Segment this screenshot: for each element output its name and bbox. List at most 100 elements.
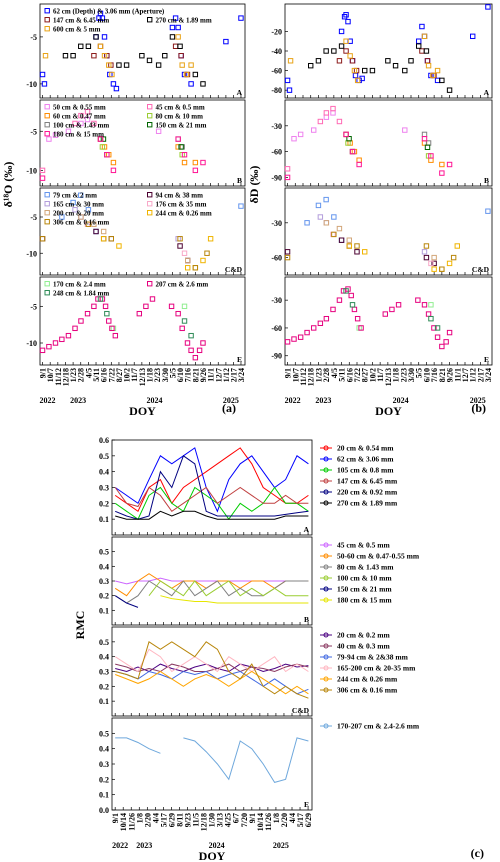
point [97, 43, 104, 49]
legend-swatch [323, 542, 329, 548]
panel-label: E [237, 355, 242, 364]
legend-swatch [323, 723, 329, 729]
point [110, 159, 117, 166]
x-tick-label: 2/20 [143, 813, 152, 827]
point [78, 112, 84, 119]
series-line [114, 447, 309, 513]
legend-label: 40 cm & 0.3 mm [337, 642, 390, 651]
point [434, 325, 441, 331]
point [175, 136, 181, 142]
legend-label: 244 cm & 0.26 mm [156, 210, 212, 218]
point [169, 24, 176, 31]
x-tick-label: 1/18 [146, 368, 155, 382]
legend-swatch [323, 687, 329, 693]
point [343, 131, 349, 138]
series-line [115, 577, 309, 585]
legend-swatch [44, 122, 50, 128]
y-tick-label: -20 [271, 27, 282, 36]
point [175, 34, 181, 40]
y-tick-label: -5 [30, 33, 37, 42]
point [346, 237, 352, 243]
point [338, 43, 345, 49]
x-tick-label: 6/7 [232, 813, 241, 823]
point [175, 136, 181, 142]
x-tick-label: 7/22 [107, 368, 116, 382]
x-tick-label: 3/13 [216, 813, 225, 827]
y-axis-title: δ¹⁸O (‰) [1, 162, 15, 208]
year-label: 2023 [315, 396, 331, 405]
point [181, 250, 188, 256]
point [39, 236, 46, 242]
point [351, 67, 358, 74]
x-tick-label: 11/26 [127, 813, 136, 831]
legend-label: 20 cm & 0.2 mm [337, 631, 390, 640]
series-group [284, 105, 453, 181]
year-label: 2024 [393, 396, 409, 405]
legend-swatch [323, 665, 329, 671]
legend-label: 165 cm & 30 mm [53, 201, 104, 209]
point [346, 136, 352, 142]
point [331, 214, 337, 220]
x-tick-label: 4/4 [151, 813, 160, 823]
series-line [114, 580, 309, 604]
point [188, 62, 194, 68]
point [291, 336, 297, 342]
series-line [114, 648, 309, 673]
y-tick-label: 0.6 [99, 436, 109, 445]
legend-label: 147 cm & 6.45 mm [337, 477, 398, 486]
point [97, 296, 104, 302]
x-tick-label: 3/24 [237, 368, 246, 382]
point [97, 43, 104, 49]
x-tick-label: 1/12 [222, 368, 231, 382]
series-group [39, 10, 244, 92]
panel-frame [39, 276, 246, 366]
point [177, 43, 183, 49]
panel-frame [284, 276, 493, 366]
point [39, 71, 46, 78]
point [116, 243, 122, 249]
point [39, 175, 46, 181]
legend-label: 176 cm & 35 mm [156, 201, 207, 209]
year-label: 2023 [70, 396, 86, 405]
point [175, 24, 181, 31]
y-tick-label: 0.0 [99, 806, 109, 815]
y-tick-label: 0.2 [99, 592, 109, 601]
point [59, 214, 65, 220]
point [93, 228, 99, 235]
point [155, 62, 162, 68]
legend-swatch [147, 113, 153, 119]
legend-label: 170 cm & 2.4 mm [53, 281, 106, 289]
point [85, 221, 92, 227]
x-tick-label: 1/23 [69, 368, 78, 382]
x-tick-label: 10/7 [46, 368, 55, 382]
x-tick-label: 5/11 [92, 368, 101, 382]
legend-swatch [323, 654, 329, 660]
point [304, 220, 310, 226]
point [116, 62, 122, 68]
point [178, 53, 184, 59]
point [323, 48, 329, 54]
y-tick-label: 0.4 [99, 468, 109, 477]
point [91, 53, 97, 59]
legend-swatch [147, 17, 153, 23]
y-tick-label: -80 [271, 86, 282, 95]
legend-label: 20 cm & 0.54 mm [337, 444, 394, 453]
legend-label: 100 cm & 10 mm [337, 574, 392, 583]
point [78, 120, 84, 127]
point [101, 34, 108, 40]
x-tick-label: 12/7 [461, 368, 470, 382]
point [434, 77, 441, 84]
point [338, 237, 345, 243]
y-tick-label: 0.5 [99, 548, 109, 557]
point [338, 237, 345, 243]
point [181, 318, 188, 324]
point [52, 340, 59, 346]
x-tick-label: 9/23 [184, 813, 193, 827]
panel-label: B [237, 176, 242, 185]
point [70, 199, 76, 206]
legend-label: 306 cm & 0.16 mm [53, 219, 109, 227]
point [113, 85, 120, 92]
series-group [114, 573, 309, 608]
point [446, 161, 453, 168]
legend-swatch [323, 643, 329, 649]
